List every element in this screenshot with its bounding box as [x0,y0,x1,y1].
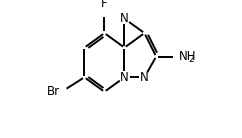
Text: F: F [101,0,108,10]
Text: N: N [140,71,149,84]
Text: N: N [120,12,129,25]
Text: N: N [120,71,129,84]
Text: NH: NH [179,50,197,63]
Text: Br: Br [47,85,60,98]
Text: 2: 2 [188,55,194,64]
